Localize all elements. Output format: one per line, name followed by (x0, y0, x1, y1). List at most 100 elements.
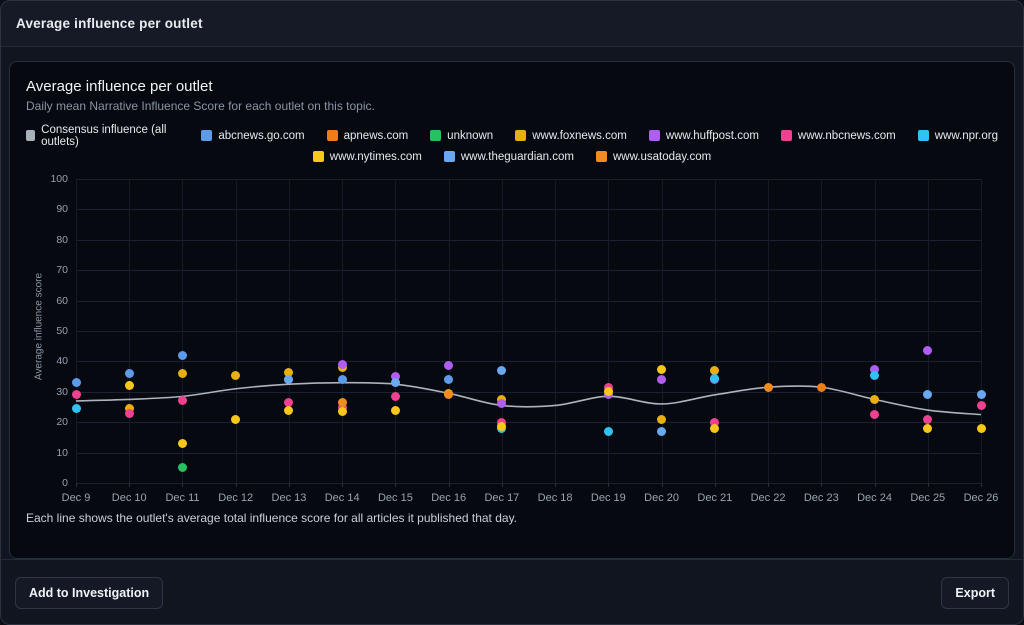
data-point[interactable] (177, 438, 187, 448)
legend-swatch-icon (648, 130, 660, 141)
gridline-vertical (235, 179, 237, 483)
data-point[interactable] (710, 417, 720, 427)
data-point[interactable] (284, 367, 294, 377)
legend-item[interactable]: www.nbcnews.com (780, 130, 896, 142)
data-point[interactable] (816, 382, 826, 392)
data-point[interactable] (124, 381, 134, 391)
x-tick-label: Dec 23 (803, 492, 839, 504)
data-point[interactable] (177, 463, 187, 473)
data-point[interactable] (71, 378, 81, 388)
data-point[interactable] (337, 407, 347, 417)
data-point[interactable] (177, 396, 187, 406)
x-tick-mark (927, 483, 929, 487)
data-point[interactable] (390, 391, 400, 401)
data-point[interactable] (497, 394, 507, 404)
data-point[interactable] (497, 399, 507, 409)
gridline-vertical (874, 179, 876, 483)
data-point[interactable] (923, 423, 933, 433)
legend-item[interactable]: www.theguardian.com (443, 151, 574, 163)
data-point[interactable] (124, 408, 134, 418)
data-point[interactable] (763, 382, 773, 392)
data-point[interactable] (870, 364, 880, 374)
data-point[interactable] (71, 404, 81, 414)
data-point[interactable] (870, 394, 880, 404)
legend-item[interactable]: unknown (430, 130, 493, 142)
data-point[interactable] (390, 378, 400, 388)
data-point[interactable] (923, 414, 933, 424)
legend-item[interactable]: apnews.com (326, 130, 408, 142)
y-tick-label: 50 (56, 325, 68, 337)
data-point[interactable] (923, 346, 933, 356)
legend-item[interactable]: www.npr.org (917, 130, 998, 142)
data-point[interactable] (71, 390, 81, 400)
legend-item[interactable]: www.foxnews.com (515, 130, 627, 142)
add-to-investigation-button[interactable]: Add to Investigation (15, 577, 164, 609)
legend-label: www.huffpost.com (665, 129, 759, 142)
x-tick-label: Dec 11 (165, 492, 200, 504)
y-tick-label: 20 (56, 416, 68, 429)
data-point[interactable] (976, 400, 986, 410)
chart-caption: Each line shows the outlet's average tot… (26, 511, 518, 525)
data-point[interactable] (177, 369, 187, 379)
gridline-horizontal (76, 300, 981, 302)
x-tick-label: Dec 9 (61, 492, 91, 504)
legend-item[interactable]: abcnews.go.com (201, 130, 305, 142)
legend-item[interactable]: www.usatoday.com (595, 151, 711, 163)
x-tick-mark (981, 483, 982, 487)
data-point[interactable] (710, 423, 720, 433)
x-tick-mark (129, 483, 131, 487)
data-point[interactable] (976, 390, 986, 400)
gridline-vertical (76, 179, 77, 483)
y-tick-label: 60 (56, 294, 68, 307)
data-point[interactable] (710, 373, 720, 383)
x-tick-mark (235, 483, 237, 487)
data-point[interactable] (657, 364, 667, 374)
y-tick-label: 10 (56, 446, 68, 459)
x-tick-label: Dec 20 (644, 492, 680, 504)
data-point[interactable] (603, 426, 613, 436)
data-point[interactable] (603, 382, 613, 392)
data-point[interactable] (497, 417, 507, 427)
chart-legend: Consensus influence (all outlets) abcnews… (26, 124, 998, 167)
data-point[interactable] (124, 404, 134, 414)
gridline-horizontal (76, 270, 981, 272)
data-point[interactable] (284, 405, 294, 415)
data-point[interactable] (710, 366, 720, 376)
legend-item[interactable]: www.nytimes.com (312, 151, 422, 163)
x-tick-label: Dec 26 (963, 492, 999, 504)
data-point[interactable] (284, 375, 294, 385)
data-point[interactable] (124, 369, 134, 379)
data-point[interactable] (337, 397, 347, 407)
data-point[interactable] (444, 375, 454, 385)
data-point[interactable] (923, 390, 933, 400)
data-point[interactable] (657, 375, 667, 385)
data-point[interactable] (337, 402, 347, 412)
gridline-vertical (182, 179, 184, 483)
data-point[interactable] (976, 423, 986, 433)
data-point[interactable] (444, 390, 454, 400)
data-point[interactable] (603, 387, 613, 397)
x-tick-mark (342, 483, 344, 487)
export-button[interactable]: Export (941, 577, 1009, 609)
data-point[interactable] (177, 350, 187, 360)
data-point[interactable] (390, 372, 400, 382)
data-point[interactable] (337, 375, 347, 385)
legend-swatch-icon (26, 130, 36, 141)
data-point[interactable] (657, 414, 667, 424)
legend-item[interactable]: www.huffpost.com (648, 129, 759, 142)
data-point[interactable] (497, 366, 507, 376)
data-point[interactable] (657, 426, 667, 436)
data-point[interactable] (390, 405, 400, 415)
data-point[interactable] (870, 410, 880, 420)
legend-item[interactable]: Consensus influence (all outlets) (26, 124, 179, 148)
x-tick-label: Dec 25 (910, 492, 946, 504)
data-point[interactable] (870, 370, 880, 380)
data-point[interactable] (231, 370, 241, 380)
data-point[interactable] (284, 397, 294, 407)
data-point[interactable] (444, 361, 454, 371)
data-point[interactable] (337, 359, 347, 369)
data-point[interactable] (231, 414, 241, 424)
legend-swatch-icon (312, 151, 324, 162)
gridline-vertical (768, 179, 770, 483)
data-point[interactable] (497, 422, 507, 432)
